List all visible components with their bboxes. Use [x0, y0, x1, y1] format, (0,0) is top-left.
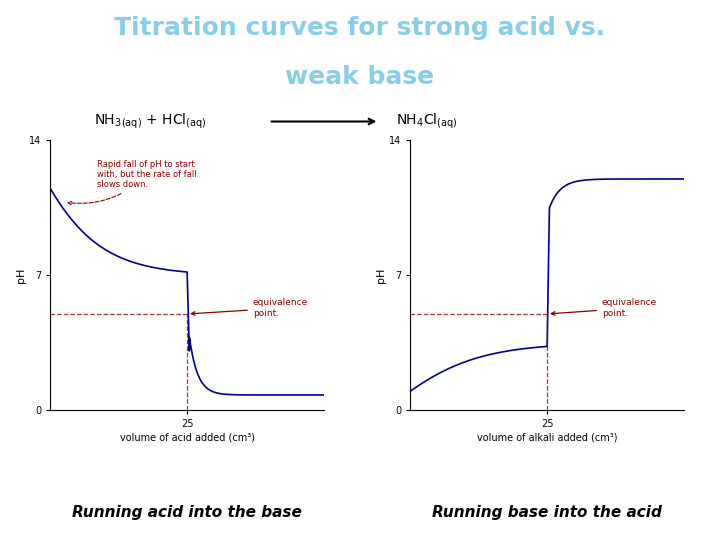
X-axis label: volume of acid added (cm³): volume of acid added (cm³) — [120, 432, 255, 442]
Text: NH$_3$$_{\mathregular{(aq)}}$ + HCl$_{\mathregular{(aq)}}$: NH$_3$$_{\mathregular{(aq)}}$ + HCl$_{\m… — [94, 112, 206, 131]
Text: Running acid into the base: Running acid into the base — [72, 505, 302, 521]
Text: equivalence
point.: equivalence point. — [552, 299, 657, 318]
Text: Rapid fall of pH to start
with, but the rate of fall
slows down.: Rapid fall of pH to start with, but the … — [68, 160, 197, 205]
Text: equivalence
point.: equivalence point. — [192, 299, 308, 318]
Y-axis label: pH: pH — [377, 268, 387, 283]
Text: weak base: weak base — [285, 65, 435, 89]
Text: NH$_4$Cl$_{\mathregular{(aq)}}$: NH$_4$Cl$_{\mathregular{(aq)}}$ — [396, 112, 457, 131]
Y-axis label: pH: pH — [17, 268, 27, 283]
Text: Running base into the acid: Running base into the acid — [432, 505, 662, 521]
Text: Titration curves for strong acid vs.: Titration curves for strong acid vs. — [114, 16, 606, 40]
X-axis label: volume of alkali added (cm³): volume of alkali added (cm³) — [477, 432, 618, 442]
